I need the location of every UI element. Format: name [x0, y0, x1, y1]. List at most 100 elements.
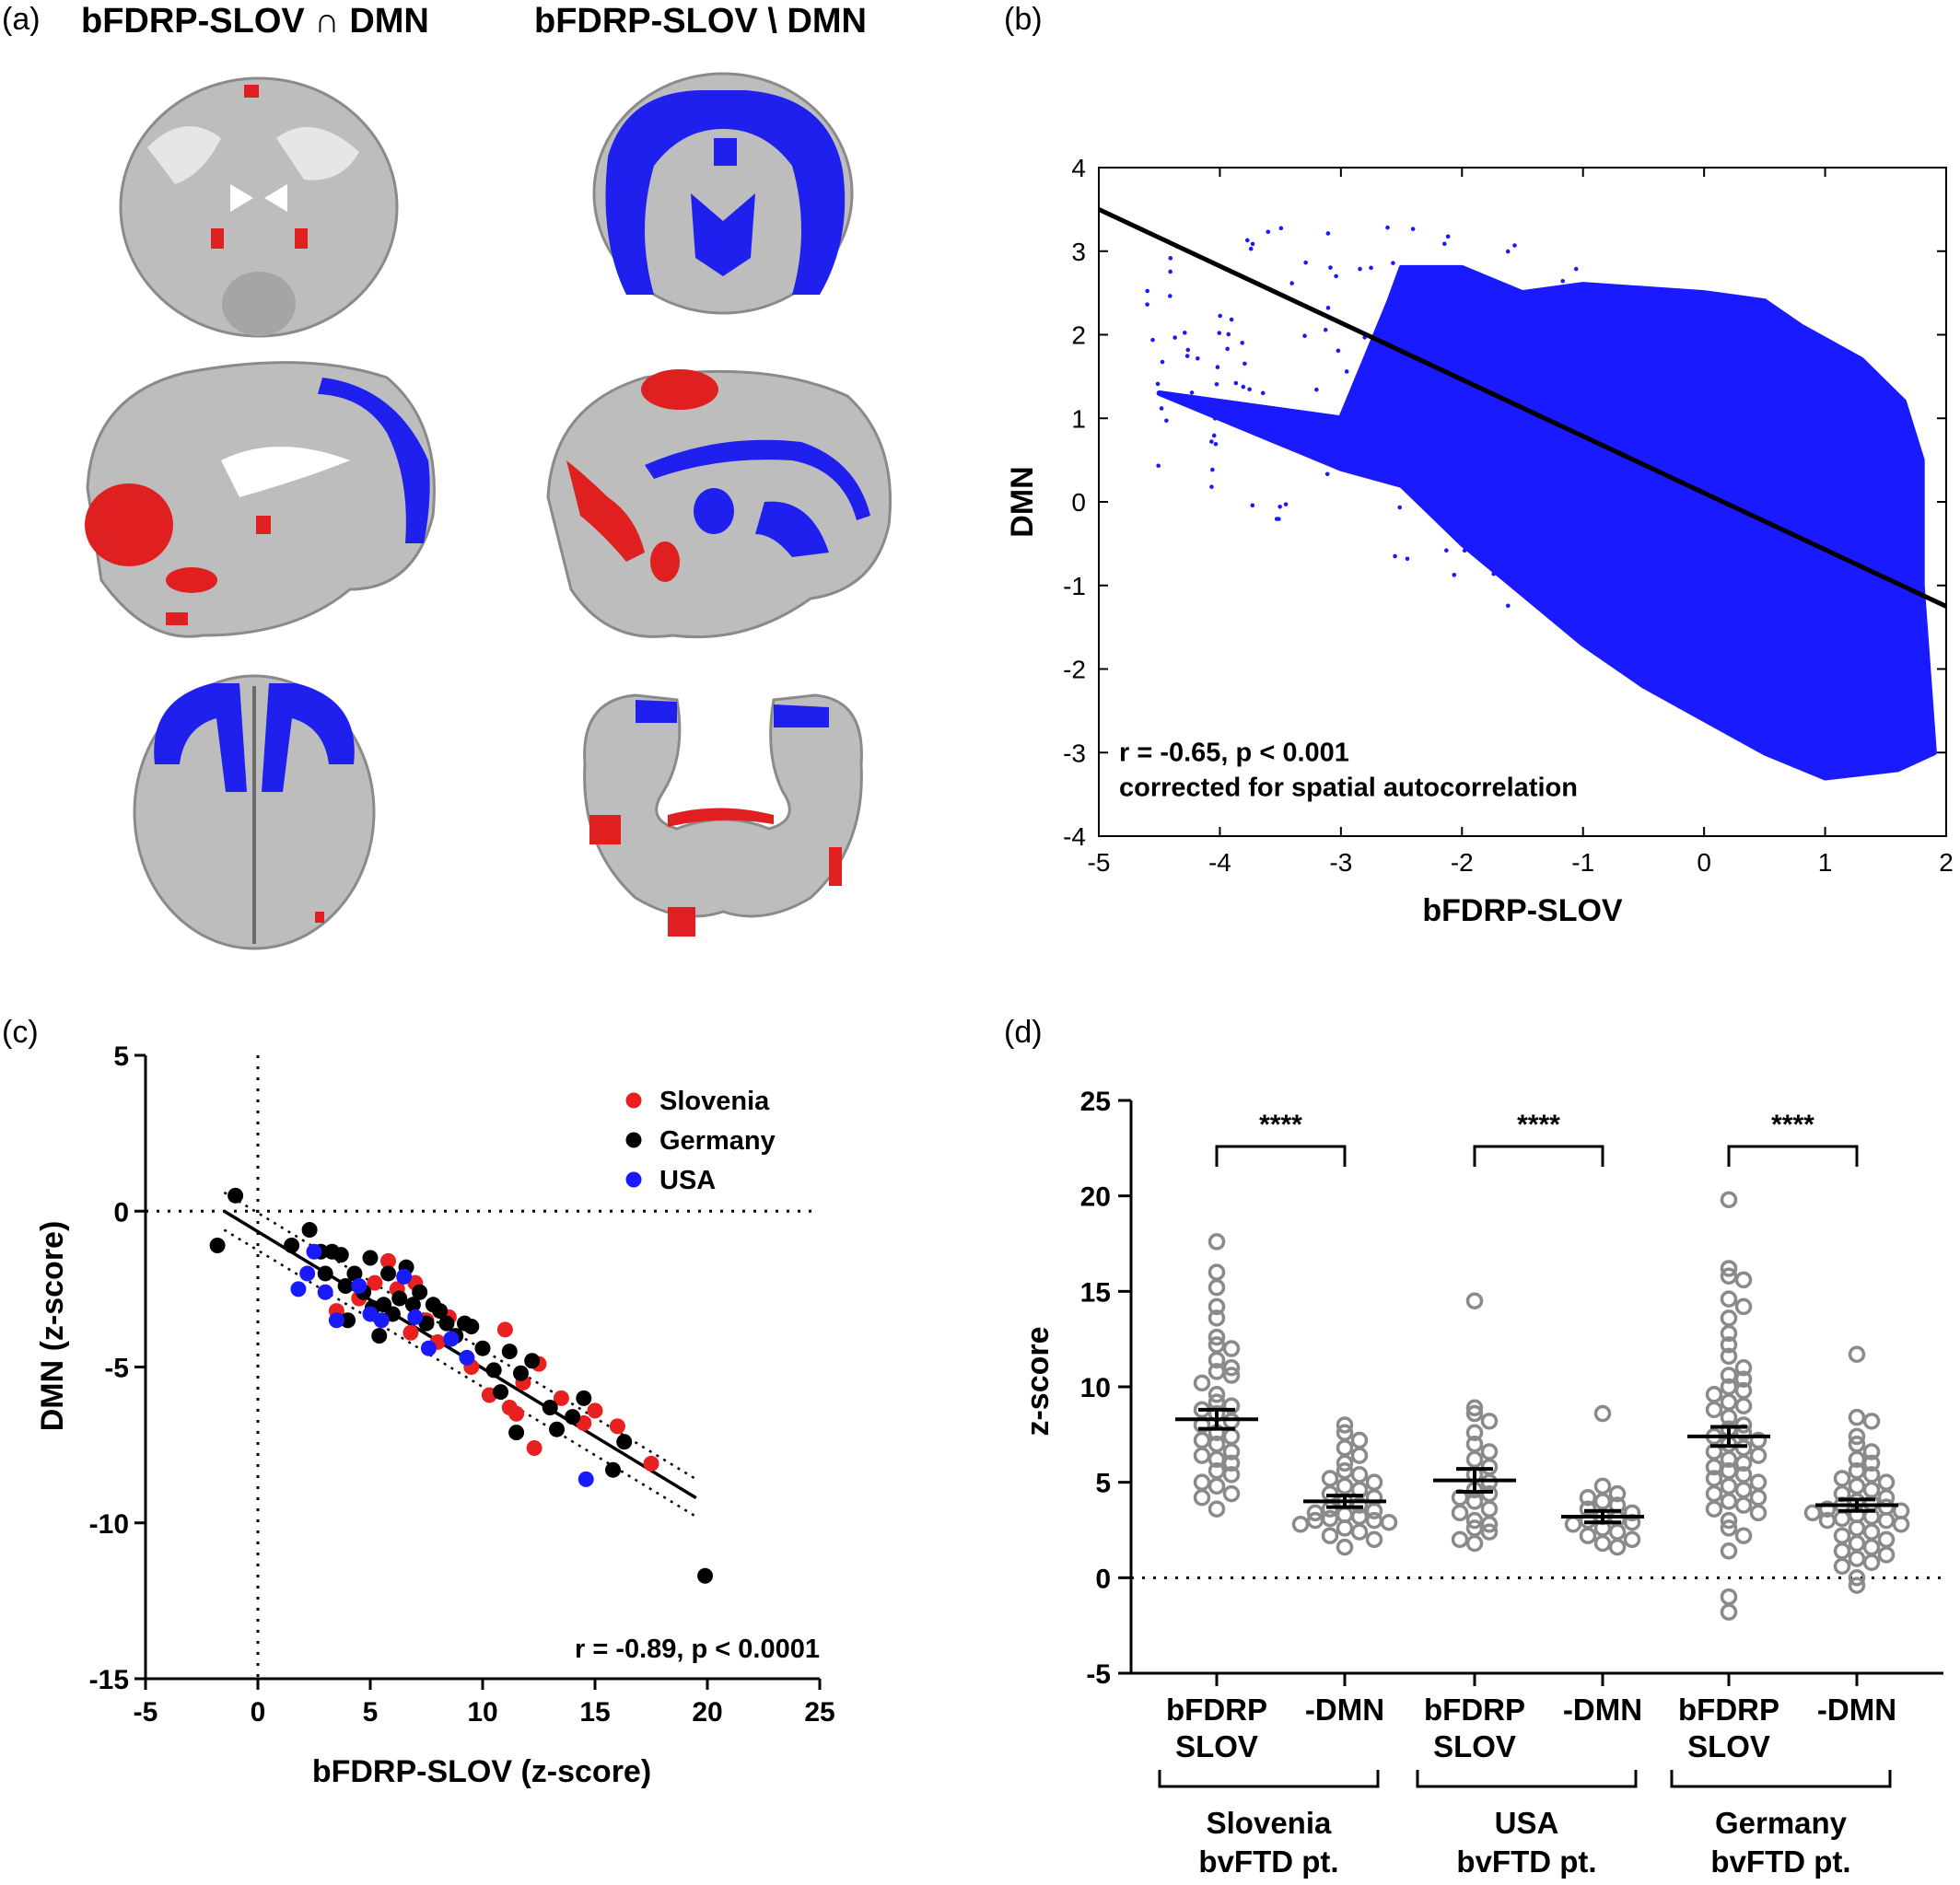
- scatter-point: [1250, 503, 1255, 508]
- scatter-point: [1699, 672, 1704, 678]
- data-point: [1193, 1489, 1211, 1507]
- point-usa: [459, 1349, 475, 1366]
- fit-line: [1097, 207, 1948, 609]
- point-germany: [508, 1425, 525, 1441]
- scatter-point: [1482, 338, 1488, 343]
- scatter-point: [1515, 521, 1520, 527]
- scatter-point: [1260, 390, 1266, 396]
- y-tick-label: -1: [1063, 572, 1086, 600]
- scatter-point: [1369, 265, 1373, 271]
- scatter-point: [1629, 628, 1634, 634]
- category-label: bFDRP: [1166, 1693, 1267, 1727]
- data-point: [1734, 1527, 1753, 1544]
- data-point: [1321, 1470, 1339, 1487]
- scatter-point: [1575, 509, 1581, 515]
- data-point: [1208, 1263, 1226, 1281]
- y-tick-label: 15: [1080, 1277, 1111, 1308]
- scatter-point: [1586, 456, 1591, 461]
- scatter-point: [1625, 508, 1630, 514]
- point-usa: [396, 1268, 413, 1285]
- scatter-point: [1794, 441, 1800, 447]
- data-point: [1465, 1292, 1484, 1309]
- data-point: [1222, 1359, 1241, 1377]
- panel-a-title-left: bFDRP-SLOV ∩ DMN: [81, 2, 429, 41]
- point-germany: [391, 1290, 408, 1307]
- data-point: [1623, 1530, 1641, 1549]
- scatter-point: [1581, 624, 1586, 630]
- scatter-point: [1582, 425, 1588, 430]
- scatter-point: [1674, 565, 1678, 570]
- overlap-region: [166, 612, 188, 625]
- point-usa: [420, 1340, 437, 1356]
- data-point: [1480, 1523, 1499, 1541]
- scatter-point: [1457, 482, 1463, 487]
- scatter-point: [1732, 456, 1738, 460]
- scatter-point: [1168, 269, 1172, 274]
- data-point: [1749, 1489, 1768, 1507]
- data-point: [1720, 1542, 1738, 1560]
- scatter-point: [1662, 635, 1667, 641]
- significance-bracket: [1727, 1145, 1859, 1167]
- data-point: [1208, 1500, 1226, 1518]
- point-usa: [299, 1265, 316, 1282]
- data-point: [1222, 1340, 1241, 1357]
- point-germany: [209, 1237, 226, 1253]
- y-tick-label: 4: [1071, 154, 1086, 182]
- scatter-point: [1892, 751, 1897, 756]
- data-point: [1705, 1386, 1723, 1403]
- group-label: Slovenia: [1207, 1806, 1332, 1840]
- y-tick-label: 0: [1095, 1564, 1111, 1594]
- scatter-point: [1278, 226, 1284, 231]
- data-point: [1380, 1513, 1398, 1531]
- x-tick-label: 10: [467, 1697, 497, 1728]
- data-point: [1862, 1523, 1881, 1541]
- point-germany: [301, 1222, 318, 1239]
- x-tick-label: 2: [1939, 848, 1954, 877]
- scatter-point: [1168, 294, 1172, 298]
- point-slovenia: [526, 1440, 542, 1457]
- data-point: [1818, 1511, 1837, 1530]
- scatter-point: [1524, 498, 1530, 504]
- data-point: [1720, 1450, 1738, 1469]
- x-axis-label: bFDRP-SLOV (z-score): [312, 1754, 651, 1789]
- category-label: -DMN: [1817, 1693, 1896, 1727]
- scatter-point: [1901, 433, 1906, 438]
- scatter-point: [1899, 565, 1905, 570]
- data-point: [1705, 1458, 1723, 1476]
- scatter-point: [1417, 312, 1421, 317]
- scatter-point: [1507, 415, 1511, 420]
- data-point: [1208, 1450, 1226, 1469]
- scatter-point: [1608, 493, 1614, 497]
- y-tick-label: -5: [1086, 1659, 1111, 1690]
- point-germany: [549, 1421, 566, 1437]
- significance-bracket: [1215, 1145, 1347, 1167]
- scatter-point: [1160, 359, 1165, 365]
- scatter-point: [1490, 290, 1495, 296]
- scatter-point: [1446, 291, 1452, 297]
- x-tick-label: 5: [363, 1697, 379, 1728]
- scatter-point: [1839, 486, 1845, 492]
- data-point: [1848, 1345, 1866, 1364]
- y-axis-label: z-score: [1021, 1326, 1056, 1436]
- category-label: SLOV: [1175, 1729, 1258, 1763]
- data-point: [1848, 1427, 1866, 1446]
- scatter-point: [1325, 231, 1331, 236]
- scatter-point: [1786, 485, 1791, 490]
- scatter-point: [1905, 462, 1910, 468]
- data-point: [1608, 1523, 1627, 1541]
- scatter-point: [1730, 641, 1734, 646]
- overlap-region: [315, 912, 324, 923]
- data-point: [1705, 1401, 1723, 1419]
- scatter-point: [1896, 683, 1902, 689]
- data-point: [1465, 1424, 1484, 1442]
- annotation: r = -0.89, p < 0.0001: [575, 1635, 820, 1664]
- data-point: [1848, 1569, 1866, 1587]
- scatter-point: [1507, 286, 1512, 292]
- scatter-point: [1283, 502, 1289, 506]
- significance-label: ****: [1517, 1110, 1560, 1140]
- data-point: [1480, 1516, 1499, 1533]
- data-point: [1593, 1477, 1612, 1495]
- scatter-point: [1677, 608, 1683, 613]
- data-point: [1222, 1367, 1241, 1384]
- data-point: [1877, 1546, 1896, 1564]
